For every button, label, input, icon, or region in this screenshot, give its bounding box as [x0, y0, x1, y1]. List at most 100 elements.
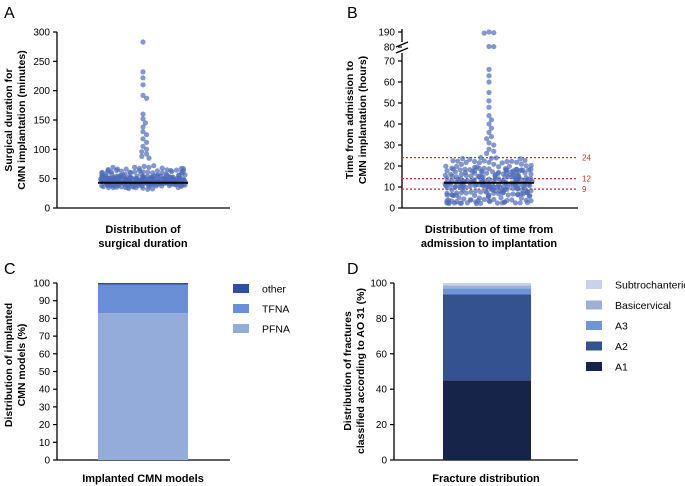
panel-a-ytick-label: 300 — [33, 28, 50, 39]
panel-b-data-point — [457, 167, 463, 173]
panel-b-data-point — [468, 173, 474, 179]
panel-b-data-point — [484, 189, 490, 195]
panel-b-data-point — [486, 89, 492, 96]
panel-b-data-point — [525, 189, 531, 195]
panel-b-data-point — [488, 117, 494, 123]
panel-d-ytick-label: 100 — [370, 279, 387, 290]
panel-b-data-point — [491, 148, 497, 154]
panel-b-ytick-label: 30 — [384, 141, 396, 152]
panel-b-data-point — [463, 159, 469, 165]
panel-b-data-point — [449, 187, 455, 193]
panel-b-data-point — [486, 66, 492, 72]
panel-b-data-point — [487, 198, 493, 205]
panel-b-data-point — [524, 200, 531, 206]
panel-b-data-point — [517, 156, 523, 162]
panel-d-x-label: Fracture distribution — [432, 473, 540, 485]
panel-b-data-point — [478, 155, 484, 161]
panel-c-ytick-label: 30 — [39, 402, 51, 413]
panel-a-data-point — [178, 169, 185, 175]
panel-a-ytick-label: 100 — [33, 145, 50, 156]
panel-a-data-point — [140, 129, 146, 135]
panel-b-data-point — [502, 166, 509, 172]
panel-b-data-point — [479, 174, 485, 180]
panel-a-data-point — [141, 163, 147, 169]
panel-b-data-point — [491, 30, 497, 36]
panel-c-y-label-2: CMN models (%) — [16, 324, 28, 407]
panel-d-ytick-label: 40 — [376, 385, 388, 396]
panel-c-legend-label: other — [262, 284, 286, 296]
panel-c-ytick-label: 0 — [44, 456, 50, 467]
panel-b-data-point — [444, 192, 450, 198]
panel-b-data-point — [458, 171, 464, 178]
panel-a-data-point — [140, 82, 146, 88]
panel-b-data-point — [486, 166, 492, 172]
panel-b-data-point — [473, 188, 479, 194]
panel-d-ytick-label: 80 — [376, 314, 388, 325]
panel-a-data-point — [99, 183, 105, 189]
panel-d-legend-swatch — [586, 280, 602, 289]
panel-b-data-point — [513, 166, 519, 172]
panel-b-data-point — [520, 191, 526, 197]
panel-d-legend-label: A3 — [615, 321, 628, 333]
panel-a-x-label-1: Distribution of — [105, 224, 180, 236]
panel-b-data-point — [486, 29, 492, 35]
panel-b-data-point — [494, 200, 500, 206]
panel-b-ytick-label: 190 — [378, 28, 395, 39]
panel-b-data-point — [512, 175, 518, 181]
panel-label-b: B — [347, 5, 358, 22]
panel-b-data-point — [484, 170, 490, 176]
panel-b-data-point — [488, 155, 494, 161]
panel-b-data-point — [474, 164, 480, 170]
panel-a-data-point — [108, 169, 114, 175]
panel-a-data-point — [140, 124, 146, 130]
panel-b-data-point — [491, 161, 497, 167]
panel-b-data-point — [483, 183, 489, 189]
panel-b-data-point — [463, 190, 469, 196]
panel-a-data-point — [144, 95, 150, 101]
panel-d-legend-swatch — [586, 362, 602, 371]
panel-label-d: D — [347, 261, 359, 278]
panel-c-ytick-label: 40 — [39, 385, 51, 396]
panel-a-ytick-label: 200 — [33, 86, 50, 97]
panel-b-data-point — [492, 188, 498, 194]
panel-b-data-point — [472, 158, 478, 165]
panel-b-data-point — [457, 200, 463, 206]
panel-b-data-point — [528, 171, 534, 177]
panel-b-ytick-label: 0 — [389, 204, 395, 215]
panel-c-bar-segment-other — [98, 283, 188, 285]
panel-a-data-point — [140, 69, 146, 75]
panel-a-data-point — [140, 143, 146, 149]
panel-c-legend-swatch — [233, 284, 249, 293]
panel-b-data-point — [486, 176, 492, 182]
panel-a-data-point — [144, 132, 150, 138]
panel-a-data-point — [144, 139, 150, 145]
panel-d-bar-segment-a3 — [443, 288, 531, 295]
panel-b-data-point — [486, 146, 492, 152]
panel-a-data-point — [170, 174, 176, 180]
panel-b-data-point — [486, 79, 492, 85]
panel-b-data-point — [517, 200, 523, 206]
panel-a-ytick-label: 250 — [33, 57, 50, 68]
panel-b-data-point — [462, 170, 468, 176]
panel-b-data-point — [499, 187, 505, 193]
panel-b-data-point — [498, 195, 504, 201]
panel-b-ytick-label: 50 — [384, 99, 396, 110]
panel-a-data-point — [161, 175, 167, 181]
panel-b-ytick-label: 20 — [384, 162, 396, 173]
panel-c-ytick-label: 100 — [33, 279, 50, 290]
panel-a-data-point — [132, 164, 138, 170]
panel-b-data-point — [471, 177, 477, 183]
panel-a-data-point — [114, 166, 121, 172]
panel-d-legend-label: A2 — [615, 341, 628, 353]
panel-a-data-point — [128, 170, 134, 176]
panel-b-data-point — [504, 158, 510, 165]
panel-d-legend-label: Basicervical — [615, 300, 671, 312]
panel-b-data-point — [502, 174, 508, 180]
panel-b-data-point — [479, 168, 485, 174]
panel-b-data-point — [505, 192, 511, 198]
panel-b-data-point — [486, 159, 492, 165]
panel-d-y-label-2: classified according to AO 31 (%) — [355, 288, 367, 454]
panel-a-data-point — [136, 167, 142, 174]
panel-a-ytick-label: 0 — [44, 204, 50, 215]
